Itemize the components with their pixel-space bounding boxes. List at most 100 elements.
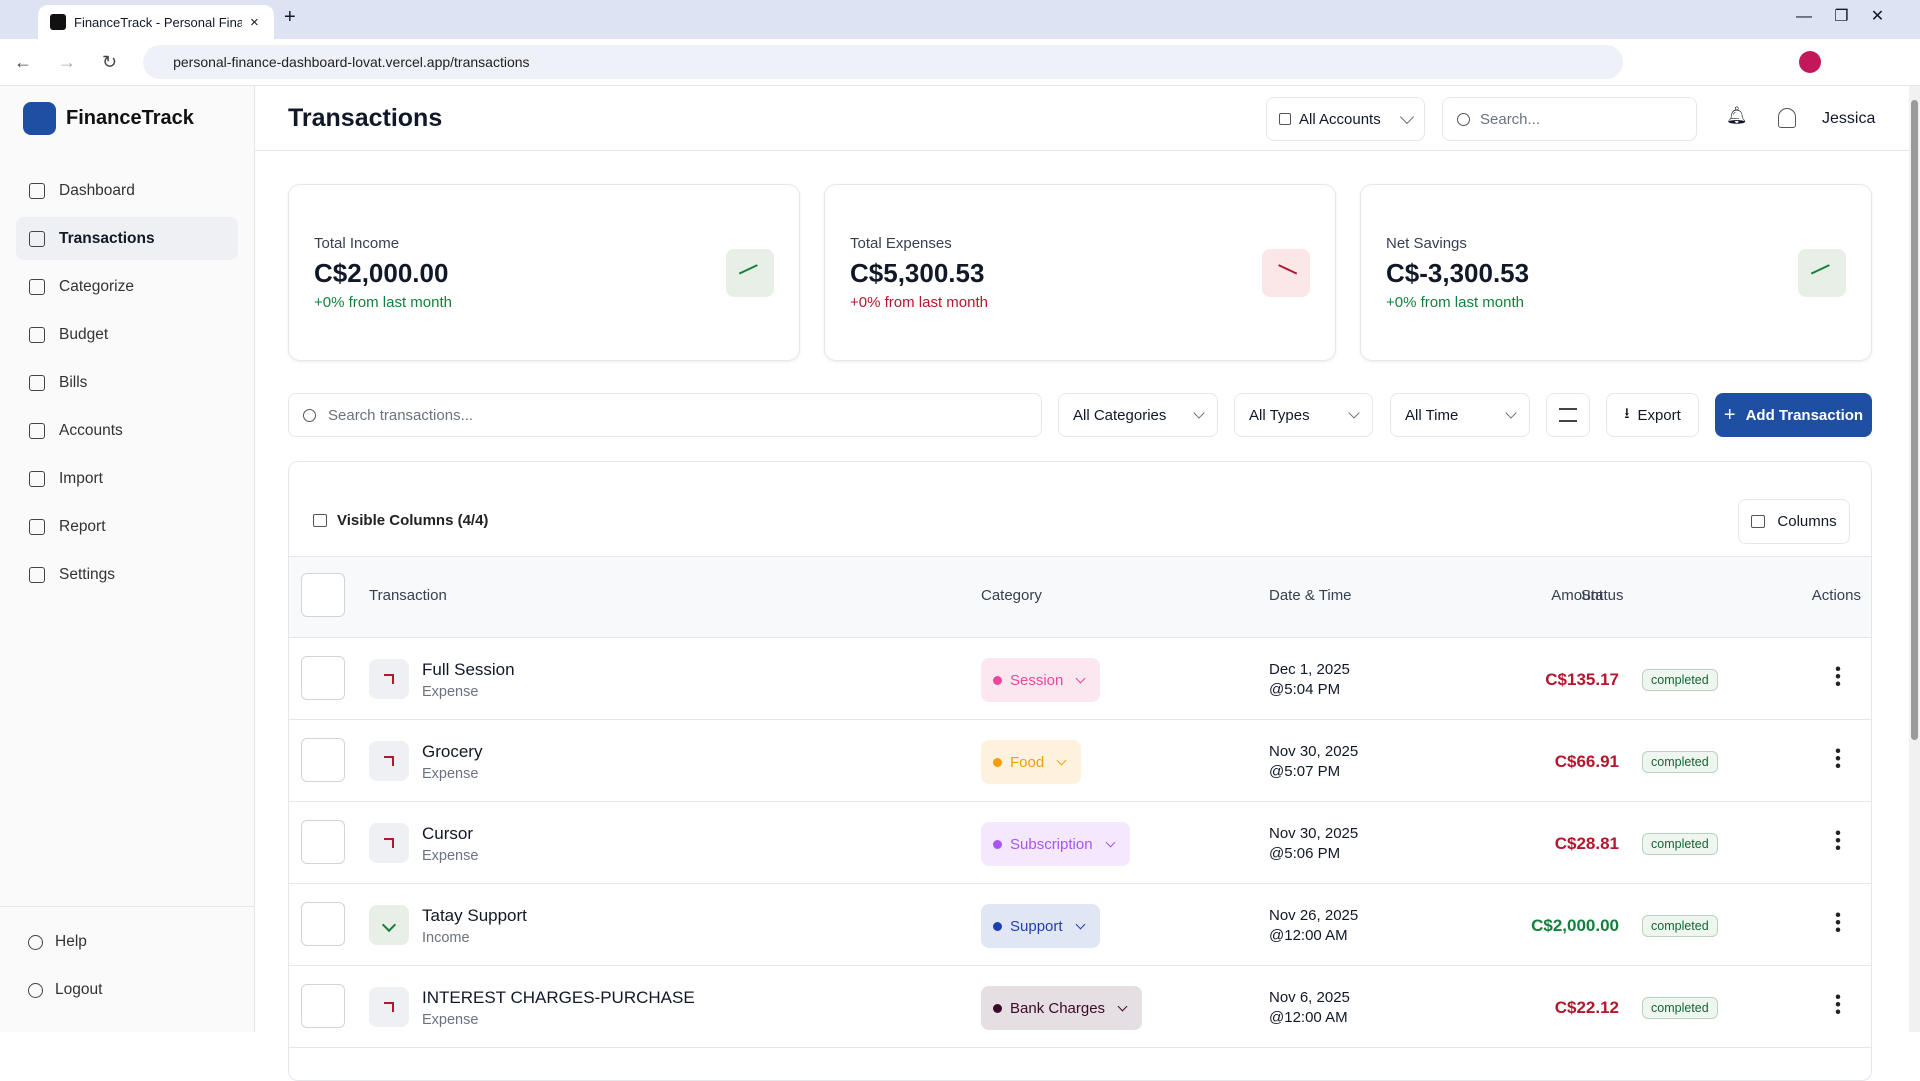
add-transaction[interactable]: + Add Transaction: [1715, 393, 1872, 437]
column-header[interactable]: Category: [981, 587, 1048, 604]
category-chip[interactable]: Support: [981, 904, 1100, 948]
new-tab[interactable]: +: [284, 6, 296, 28]
stat-glyph: [1810, 264, 1834, 282]
nav-label: Budget: [59, 325, 109, 343]
status-badge: completed: [1642, 833, 1718, 855]
forward[interactable]: →: [58, 51, 76, 72]
type-icon: [369, 905, 409, 945]
nav-item[interactable]: Settings: [16, 553, 238, 596]
column-header[interactable]: Status: [1581, 587, 1630, 604]
time: @12:00 AM: [1269, 1009, 1348, 1026]
category-dot: [993, 757, 1002, 767]
row-actions[interactable]: [1835, 911, 1841, 933]
nav-icon: [29, 230, 45, 247]
status-badge: completed: [1642, 915, 1718, 937]
nav-label: Report: [59, 517, 106, 535]
account-filter-label: All Accounts: [1299, 110, 1381, 128]
scrollbar-thumb: [1911, 100, 1918, 740]
transaction-search-placeholder: Search transactions...: [328, 406, 474, 424]
nav-icon: [29, 182, 45, 199]
filter-settings[interactable]: [1546, 393, 1590, 437]
arrow: [384, 838, 394, 848]
nav-label: Settings: [59, 565, 116, 583]
time: @12:00 AM: [1269, 927, 1348, 944]
row-actions[interactable]: [1835, 747, 1841, 769]
stat-change: +0% from last month: [1386, 294, 1524, 311]
table-row: Full Session Expense Session Dec 1, 2025 @5:…: [289, 638, 1871, 720]
filter-select[interactable]: All Types: [1234, 393, 1373, 437]
filter-select[interactable]: All Categories: [1058, 393, 1218, 437]
transaction-type: Expense: [422, 848, 479, 864]
tab-close[interactable]: ×: [250, 13, 259, 31]
nav-icon: [29, 518, 45, 535]
window-controls[interactable]: — ❐ ✕: [1796, 8, 1885, 25]
notifications[interactable]: 🔔︎: [1726, 106, 1748, 125]
row-checkbox[interactable]: [301, 656, 345, 700]
category-chip[interactable]: Subscription: [981, 822, 1130, 866]
columns-button-label: Columns: [1777, 513, 1837, 530]
export-button[interactable]: ⭳ Export: [1606, 393, 1699, 437]
category-chip[interactable]: Food: [981, 740, 1082, 784]
column-header[interactable]: Transaction: [369, 587, 453, 604]
reload[interactable]: ↻: [102, 51, 118, 72]
time: @5:07 PM: [1269, 763, 1341, 780]
table-header: Transaction Category Date & Time Amount Stat…: [289, 556, 1871, 638]
filter-select[interactable]: All Time: [1390, 393, 1530, 437]
back[interactable]: ←: [14, 51, 32, 72]
row-actions[interactable]: [1835, 665, 1841, 687]
stat-icon: [1798, 249, 1846, 297]
user-icon[interactable]: [1778, 108, 1796, 128]
column-header: Actions: [1812, 587, 1861, 604]
row-checkbox[interactable]: [301, 738, 345, 782]
nav-item[interactable]: Report: [16, 505, 238, 548]
user-name[interactable]: Jessica: [1822, 110, 1876, 127]
columns-button[interactable]: Columns: [1738, 499, 1850, 544]
nav-item[interactable]: Bills: [16, 361, 238, 404]
stat-label: Total Expenses: [850, 235, 952, 252]
stat-card: Total Expenses C$5,300.53 +0% from last mo…: [824, 184, 1336, 361]
arrow: [384, 674, 394, 684]
footer-item[interactable]: Logout: [28, 981, 102, 999]
nav-item[interactable]: Import: [16, 457, 238, 500]
select-all[interactable]: [301, 573, 345, 617]
tab-strip: FinanceTrack - Personal Finance × + — ❐ …: [0, 0, 1920, 39]
table-row: Cursor Expense Subscription Nov 30, 2025 @5:…: [289, 802, 1871, 884]
profile[interactable]: [1799, 51, 1822, 73]
url-field[interactable]: personal-finance-dashboard-lovat.vercel.…: [143, 45, 1624, 79]
header-search[interactable]: Search...: [1442, 97, 1697, 141]
nav-label: Accounts: [59, 421, 123, 439]
account-filter[interactable]: All Accounts: [1266, 97, 1425, 141]
column-header-label: Actions: [1811, 587, 1861, 604]
chevron: [1505, 407, 1517, 419]
category-dot: [993, 921, 1002, 931]
column-header[interactable]: Date & Time: [1269, 587, 1358, 604]
nav-icon: [29, 422, 45, 439]
type-icon: [369, 741, 409, 781]
category-chip[interactable]: Bank Charges: [981, 986, 1143, 1030]
nav-item[interactable]: Accounts: [16, 409, 238, 452]
nav-item[interactable]: Dashboard: [16, 169, 238, 212]
footer-label: Help: [55, 933, 87, 950]
date: Nov 30, 2025: [1269, 743, 1359, 760]
row-checkbox[interactable]: [301, 902, 345, 946]
brand[interactable]: FinanceTrack: [23, 102, 194, 135]
nav-item[interactable]: Categorize: [16, 265, 238, 308]
transaction-search[interactable]: Search transactions...: [288, 393, 1042, 437]
row-actions[interactable]: [1835, 829, 1841, 851]
row-checkbox[interactable]: [301, 820, 345, 864]
amount: C$66.91: [1554, 752, 1619, 771]
nav-item[interactable]: Budget: [16, 313, 238, 356]
tab[interactable]: FinanceTrack - Personal Finance ×: [38, 5, 274, 39]
category-label: Subscription: [1010, 835, 1093, 853]
stat-value: C$5,300.53: [850, 258, 985, 288]
row-checkbox[interactable]: [301, 984, 345, 1028]
nav-label: Dashboard: [59, 181, 135, 199]
footer-item[interactable]: Help: [28, 933, 87, 951]
scrollbar: [1909, 86, 1920, 1032]
filter-label: All Types: [1249, 406, 1310, 424]
category-chip[interactable]: Session: [981, 658, 1101, 702]
column-header[interactable]: Amount: [1551, 587, 1609, 604]
stat-card: Total Income C$2,000.00 +0% from last mont…: [288, 184, 800, 361]
nav-item[interactable]: Transactions: [16, 217, 238, 260]
row-actions[interactable]: [1835, 993, 1841, 1015]
